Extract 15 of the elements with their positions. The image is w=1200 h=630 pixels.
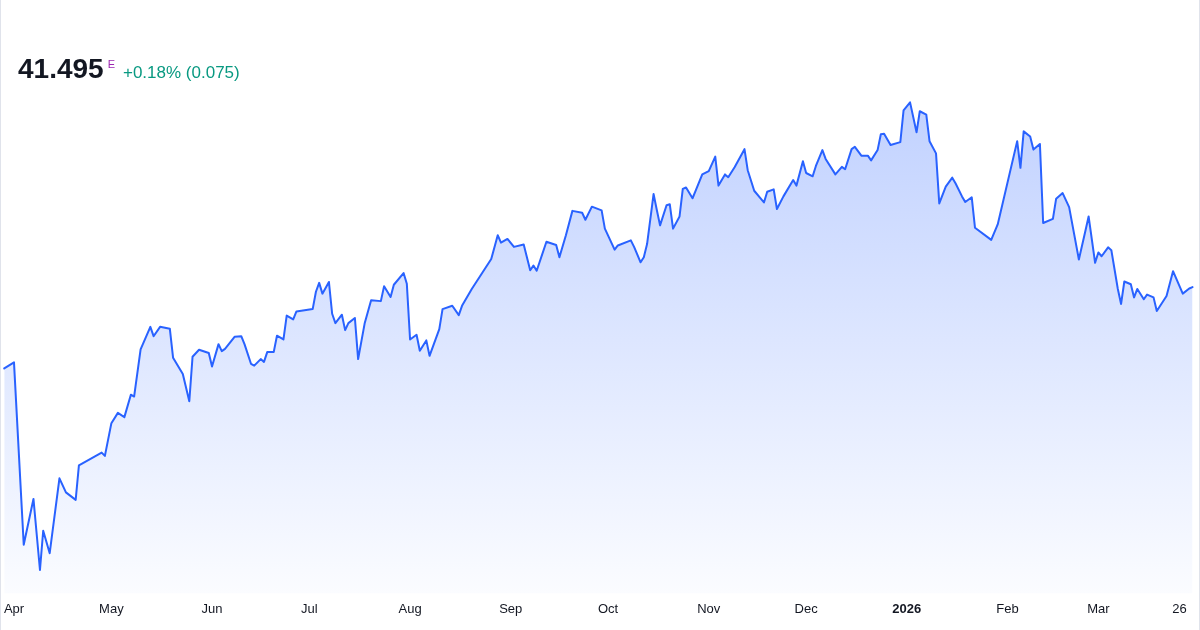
chart-subtitle: +0.18% (0.075) <box>122 63 240 83</box>
x-tick-label: 26 <box>1172 600 1187 616</box>
x-tick-label: Aug <box>398 600 422 616</box>
x-tick-label: Sep <box>499 600 523 616</box>
x-tick-label: Dec <box>794 600 819 616</box>
x-tick-label: Feb <box>996 600 1019 616</box>
chart-title: 41.495$^{E}$ <box>18 53 115 85</box>
x-tick-label: Jun <box>201 600 223 616</box>
x-tick-label: Mar <box>1087 600 1111 616</box>
x-tick-label: Oct <box>598 600 619 616</box>
x-tick-label: Jul <box>301 600 318 616</box>
x-tick-label: Nov <box>697 600 721 616</box>
x-tick-label: 2026 <box>892 600 922 616</box>
x-tick-label: May <box>99 600 125 616</box>
x-tick-label: Apr <box>3 600 25 616</box>
